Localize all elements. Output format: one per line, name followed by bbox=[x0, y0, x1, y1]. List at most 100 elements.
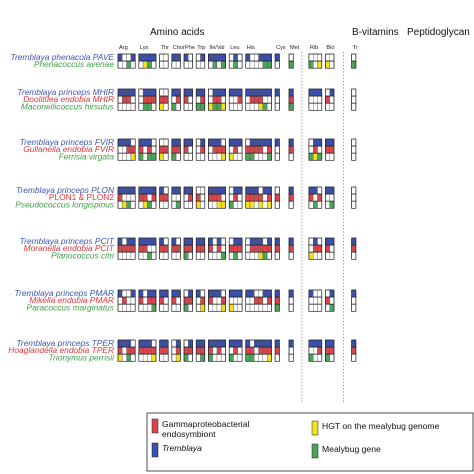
gene-cell bbox=[262, 145, 268, 154]
gene-cell bbox=[200, 153, 205, 161]
gene-row bbox=[117, 346, 357, 355]
gene-cell bbox=[237, 103, 243, 111]
gene-cell bbox=[171, 186, 177, 195]
gene-group-outline bbox=[245, 303, 272, 312]
gene-cell bbox=[159, 304, 165, 312]
gene-cell bbox=[274, 296, 280, 305]
gene-group-outline bbox=[325, 353, 335, 362]
gene-presence-grid bbox=[117, 52, 357, 404]
gene-cell bbox=[249, 252, 255, 260]
gene-cell bbox=[138, 339, 144, 348]
gene-cell bbox=[122, 201, 127, 209]
organism-label: Planococcus citri bbox=[51, 250, 115, 260]
gene-group-outline bbox=[183, 303, 193, 312]
gene-cell bbox=[200, 201, 205, 209]
gene-cell bbox=[258, 339, 264, 348]
gene-cell bbox=[183, 103, 189, 111]
gene-cell bbox=[175, 304, 181, 312]
gene-cell bbox=[221, 193, 226, 202]
gene-cell bbox=[313, 53, 318, 62]
legend-label: endosymbiont bbox=[162, 429, 216, 439]
gene-cell bbox=[249, 289, 255, 298]
gene-cell bbox=[288, 296, 294, 305]
gene-cell bbox=[329, 88, 335, 97]
gene-cell bbox=[233, 186, 238, 195]
organism-label: Ferrisia virgata bbox=[59, 151, 115, 161]
gene-cell bbox=[142, 289, 148, 298]
gene-cell bbox=[317, 339, 322, 348]
gene-cell bbox=[229, 289, 234, 298]
gene-group-outline bbox=[138, 102, 157, 111]
gene-group-outline bbox=[245, 60, 272, 69]
gene-cell bbox=[258, 138, 264, 147]
gene-cell bbox=[151, 346, 157, 355]
gene-label: Met bbox=[290, 45, 300, 51]
gene-cell bbox=[351, 289, 357, 298]
gene-cell bbox=[117, 237, 123, 246]
gene-cell bbox=[216, 346, 222, 355]
gene-cell bbox=[288, 193, 294, 202]
gene-cell bbox=[249, 138, 255, 147]
gene-row bbox=[117, 60, 357, 69]
gene-cell bbox=[142, 354, 148, 362]
gene-cell bbox=[151, 186, 157, 195]
gene-cell bbox=[117, 186, 123, 195]
gene-label: Trp bbox=[197, 45, 205, 51]
gene-cell bbox=[317, 201, 322, 209]
gene-row bbox=[117, 200, 357, 209]
gene-cell bbox=[249, 237, 255, 246]
gene-cell bbox=[212, 339, 218, 348]
gene-cell bbox=[117, 296, 123, 305]
gene-cell bbox=[126, 339, 132, 348]
gene-cell bbox=[171, 60, 177, 69]
gene-cell bbox=[188, 153, 193, 161]
gene-row bbox=[117, 102, 357, 111]
gene-cell bbox=[233, 95, 238, 104]
gene-cell bbox=[212, 237, 218, 246]
gene-group-outline bbox=[171, 303, 181, 312]
gene-cell bbox=[233, 60, 238, 69]
gene-cell bbox=[196, 289, 201, 298]
gene-cell bbox=[308, 60, 314, 69]
gene-group-outline bbox=[208, 102, 226, 111]
gene-cell bbox=[216, 252, 222, 260]
gene-cell bbox=[188, 145, 193, 154]
gene-cell bbox=[159, 88, 165, 97]
gene-cell bbox=[313, 339, 318, 348]
gene-cell bbox=[267, 53, 272, 62]
gene-cell bbox=[313, 304, 318, 312]
gene-cell bbox=[212, 193, 218, 202]
gene-cell bbox=[317, 145, 322, 154]
gene-cell bbox=[208, 138, 213, 147]
category-peptidoglycan: Peptidoglycan bbox=[407, 27, 470, 38]
gene-cell bbox=[117, 138, 123, 147]
gene-cell bbox=[237, 237, 243, 246]
gene-cell bbox=[200, 244, 205, 253]
gene-cell bbox=[159, 153, 165, 161]
gene-cell bbox=[183, 60, 189, 69]
gene-group-outline bbox=[245, 353, 272, 362]
gene-cell bbox=[122, 186, 127, 195]
gene-group-outline bbox=[351, 152, 357, 161]
gene-cell bbox=[229, 339, 234, 348]
gene-cell bbox=[308, 346, 314, 355]
gene-cell bbox=[288, 60, 294, 69]
gene-cell bbox=[274, 103, 280, 111]
gene-cell bbox=[308, 201, 314, 209]
gene-cell bbox=[122, 346, 127, 355]
gene-cell bbox=[254, 289, 259, 298]
gene-group-outline bbox=[208, 200, 226, 209]
gene-group-outline bbox=[245, 152, 272, 161]
gene-cell bbox=[249, 88, 255, 97]
gene-cell bbox=[142, 138, 148, 147]
gene-cell bbox=[351, 193, 357, 202]
gene-cell bbox=[274, 186, 280, 195]
gene-cell bbox=[221, 296, 226, 305]
gene-cell bbox=[188, 193, 193, 202]
gene-cell bbox=[208, 201, 213, 209]
gene-cell bbox=[208, 237, 213, 246]
gene-cell bbox=[212, 201, 218, 209]
gene-cell bbox=[183, 201, 189, 209]
legend-label: HGT on the mealybug genome bbox=[322, 421, 440, 431]
gene-cell bbox=[122, 53, 127, 62]
